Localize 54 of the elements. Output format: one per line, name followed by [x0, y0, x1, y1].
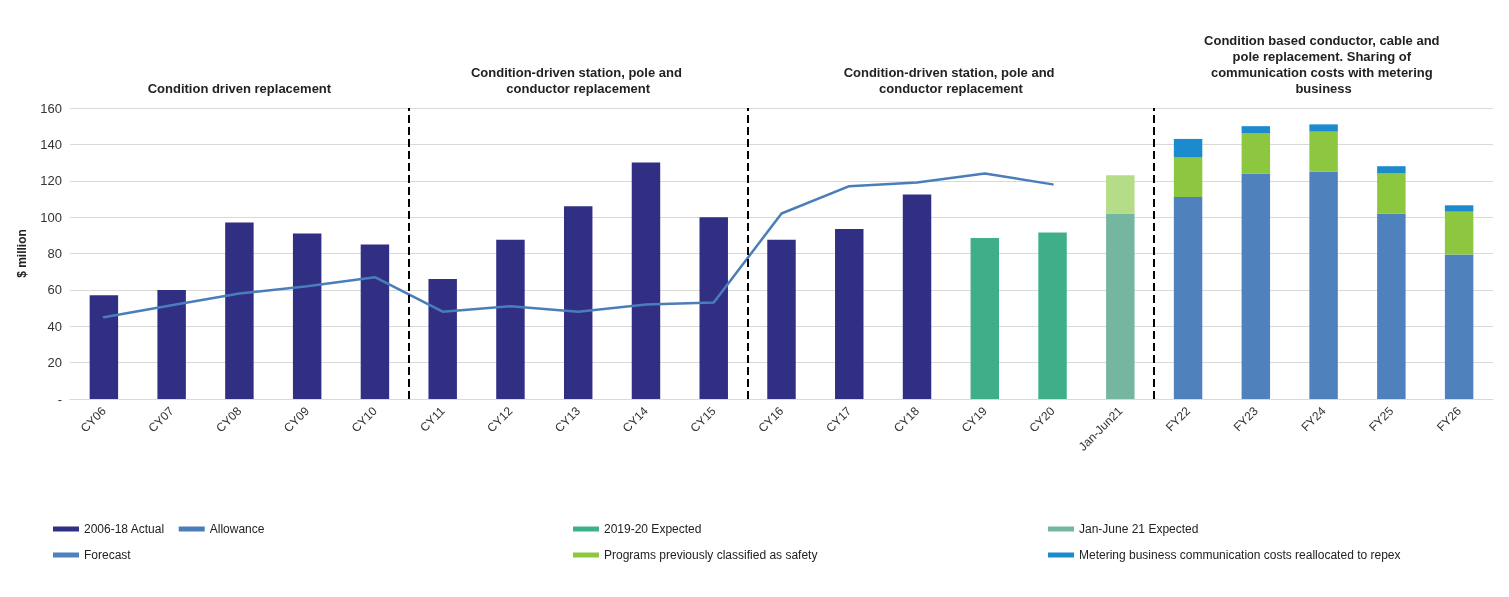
- bar: [1173, 157, 1203, 198]
- bar: [699, 217, 728, 399]
- bar: [1173, 138, 1203, 158]
- y-tick-label: 100: [40, 209, 62, 225]
- bar: [1241, 126, 1271, 134]
- y-tick-label: -: [57, 391, 62, 407]
- bar: [1241, 173, 1271, 399]
- bar: [496, 239, 525, 399]
- legend-label: Jan-June 21 Expected: [1079, 522, 1199, 536]
- bar: [1106, 175, 1135, 214]
- text: Condition-driven station, pole and conductor replacement: [470, 64, 686, 96]
- y-tick-label: 140: [40, 136, 62, 152]
- bar: [428, 278, 457, 399]
- legend-label: Forecast: [84, 548, 132, 562]
- bar: [1173, 197, 1203, 399]
- y-tick-label: 160: [40, 100, 62, 116]
- bar: [1377, 173, 1406, 214]
- bar: [225, 222, 254, 399]
- legend-label: 2019-20 Expected: [604, 522, 702, 536]
- bar: [1038, 232, 1067, 399]
- bar: [1377, 213, 1406, 399]
- legend-label: 2006-18 Actual: [84, 522, 165, 536]
- bar: [902, 194, 932, 399]
- bar: [563, 206, 593, 399]
- bar: [767, 239, 796, 399]
- bar: [1444, 205, 1474, 212]
- y-tick-label: 20: [47, 355, 62, 371]
- y-axis-title: $ million: [15, 229, 29, 278]
- bar: [157, 289, 186, 399]
- bar: [1377, 166, 1406, 174]
- bar: [1309, 124, 1338, 132]
- legend-label: Metering business communication costs reallocated to repex: [1079, 548, 1401, 562]
- y-tick-label: 120: [40, 173, 62, 189]
- text: Condition-driven station, pole and conductor replacement: [843, 64, 1059, 96]
- bar: [631, 162, 661, 399]
- bar: [1309, 131, 1338, 172]
- text: Condition driven replacement: [147, 80, 332, 96]
- bar: [1309, 171, 1338, 399]
- bar: [1106, 213, 1135, 399]
- bar: [970, 238, 1000, 399]
- bar: [89, 295, 119, 399]
- line-series: [102, 172, 1054, 319]
- bar: [292, 233, 322, 399]
- legend-label: Programs previously classified as safety: [604, 548, 818, 562]
- bar: [1444, 254, 1474, 399]
- bar: [1241, 133, 1271, 174]
- bar: [835, 228, 864, 399]
- text: Condition based conductor, cable and pole replacement. Sharing of communication costs with metering business: [1204, 32, 1444, 96]
- bar: [360, 244, 390, 399]
- y-tick-label: 80: [47, 246, 62, 261]
- legend-label: Allowance: [209, 522, 265, 536]
- y-tick-label: 60: [47, 282, 62, 298]
- bar: [1444, 211, 1474, 255]
- y-tick-label: 40: [47, 318, 62, 334]
